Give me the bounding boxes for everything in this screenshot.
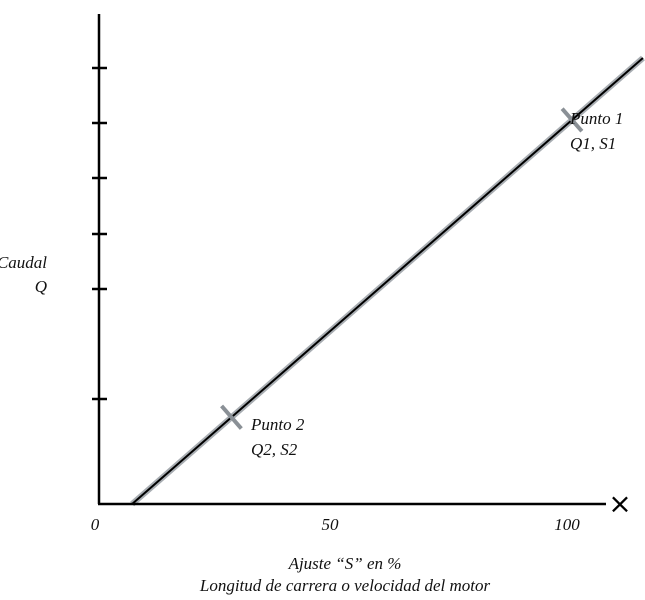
point-1-sublabel: Q1, S1 <box>570 134 616 153</box>
point-2-marker <box>220 404 243 430</box>
point-2-label: Punto 2 <box>250 415 305 434</box>
point-1-marker <box>560 107 584 133</box>
x-axis-end-marker: × <box>608 487 631 520</box>
x-axis-label-line2: Longitud de carrera o velocidad del moto… <box>199 576 491 595</box>
point-1-label: Punto 1 <box>569 109 623 128</box>
y-axis-label-line2: Q <box>35 277 47 296</box>
point-2-sublabel: Q2, S2 <box>251 440 298 459</box>
series-line <box>131 57 644 505</box>
x-tick-label: 50 <box>322 515 340 534</box>
y-axis-label-line1: Caudal <box>0 253 47 272</box>
x-tick-label: 0 <box>91 515 100 534</box>
x-axis-label-line1: Ajuste “S” en % <box>288 554 402 573</box>
x-tick-label: 100 <box>554 515 580 534</box>
